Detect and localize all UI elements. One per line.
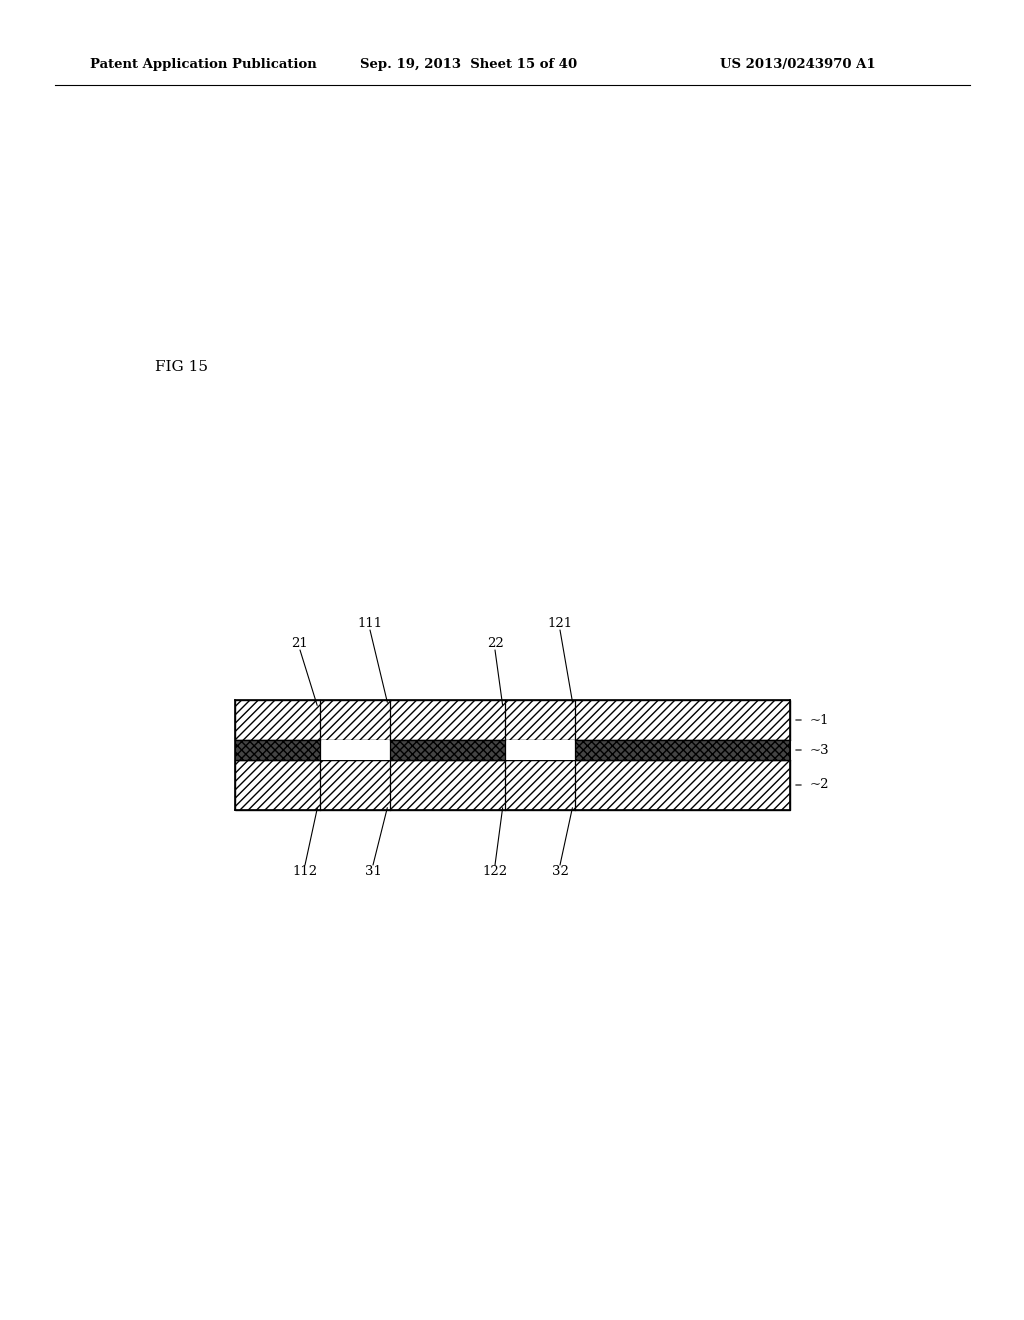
Text: US 2013/0243970 A1: US 2013/0243970 A1: [720, 58, 876, 71]
Bar: [234, 741, 790, 760]
Text: 111: 111: [357, 616, 383, 630]
Text: ~3: ~3: [810, 743, 829, 756]
Text: 21: 21: [292, 638, 308, 649]
Text: Patent Application Publication: Patent Application Publication: [90, 58, 316, 71]
Bar: [319, 741, 390, 760]
Text: ~1: ~1: [810, 714, 829, 726]
Text: 31: 31: [365, 865, 381, 878]
Text: 112: 112: [293, 865, 317, 878]
Bar: [505, 741, 575, 760]
Text: 122: 122: [482, 865, 508, 878]
Text: FIG 15: FIG 15: [155, 360, 208, 374]
Bar: [234, 700, 790, 741]
Text: ~2: ~2: [810, 779, 829, 792]
Text: 32: 32: [552, 865, 568, 878]
Text: 121: 121: [548, 616, 572, 630]
Text: Sep. 19, 2013  Sheet 15 of 40: Sep. 19, 2013 Sheet 15 of 40: [360, 58, 578, 71]
Bar: [234, 760, 790, 810]
Text: 22: 22: [486, 638, 504, 649]
